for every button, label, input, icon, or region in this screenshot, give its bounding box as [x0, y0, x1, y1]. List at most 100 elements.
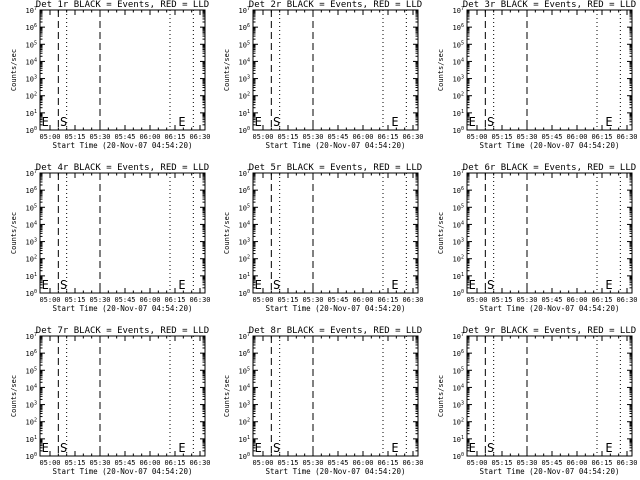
panel-title: Det 4r BLACK = Events, RED = LLD — [36, 163, 209, 173]
x-tick-label: 05:45 — [114, 133, 135, 141]
y-axis-label: Counts/sec — [437, 49, 445, 91]
time-marker-E: E — [255, 278, 262, 292]
x-tick-label: 05:15 — [491, 459, 512, 467]
x-tick-label: 05:30 — [302, 133, 323, 141]
time-marker-E: E — [178, 441, 185, 455]
detector-panel-7: Det 7r BLACK = Events, RED = LLD 100 101 10… — [10, 326, 211, 476]
x-axis-label: Start Time (20-Nov-07 04:54:20) — [53, 141, 193, 150]
time-marker-E: E — [255, 115, 262, 129]
y-tick-label: 104 — [26, 57, 37, 66]
time-marker-E: E — [255, 441, 262, 455]
x-tick-label: 05:00 — [466, 459, 487, 467]
x-tick-label: 05:45 — [541, 459, 562, 467]
time-marker-E: E — [469, 115, 476, 129]
y-tick-label: 106 — [26, 349, 37, 358]
time-marker-E: E — [391, 115, 398, 129]
y-tick-label: 105 — [239, 40, 250, 49]
x-tick-label: 06:15 — [164, 133, 185, 141]
y-tick-label: 101 — [239, 435, 250, 444]
y-tick-label: 103 — [26, 75, 37, 84]
time-marker-E: E — [469, 441, 476, 455]
y-tick-label: 106 — [26, 23, 37, 32]
detector-panel-5: Det 5r BLACK = Events, RED = LLD 100 101 10… — [223, 163, 424, 313]
x-tick-label: 06:15 — [377, 459, 398, 467]
x-axis-label: Start Time (20-Nov-07 04:54:20) — [53, 304, 193, 313]
y-tick-label: 105 — [26, 40, 37, 49]
y-tick-label: 101 — [26, 272, 37, 281]
x-tick-label: 05:15 — [277, 133, 298, 141]
x-tick-label: 05:45 — [541, 133, 562, 141]
x-tick-label: 06:15 — [591, 296, 612, 304]
x-axis-label: Start Time (20-Nov-07 04:54:20) — [266, 304, 406, 313]
y-tick-label: 101 — [453, 109, 464, 118]
y-axis-label: Counts/sec — [10, 49, 18, 91]
time-marker-S: S — [487, 278, 494, 292]
y-tick-label: 101 — [453, 435, 464, 444]
y-tick-label: 100 — [239, 452, 250, 461]
x-tick-label: 05:45 — [327, 133, 348, 141]
y-tick-label: 104 — [239, 383, 250, 392]
detector-panel-8: Det 8r BLACK = Events, RED = LLD 100 101 10… — [223, 326, 424, 476]
time-marker-E: E — [42, 278, 49, 292]
y-axis-label: Counts/sec — [10, 375, 18, 417]
time-marker-E: E — [42, 115, 49, 129]
plot-frame — [466, 335, 633, 457]
y-axis-label: Counts/sec — [223, 212, 231, 254]
x-tick-label: 06:15 — [377, 133, 398, 141]
y-tick-label: 107 — [239, 332, 250, 341]
x-tick-label: 06:30 — [189, 296, 210, 304]
x-tick-label: 06:30 — [189, 133, 210, 141]
panel-title: Det 7r BLACK = Events, RED = LLD — [36, 326, 209, 336]
x-tick-label: 06:00 — [352, 296, 373, 304]
x-tick-label: 05:30 — [302, 296, 323, 304]
y-tick-label: 105 — [239, 366, 250, 375]
y-axis-label: Counts/sec — [10, 212, 18, 254]
x-tick-label: 06:00 — [139, 459, 160, 467]
y-tick-label: 102 — [26, 418, 37, 427]
plot-frame — [252, 9, 419, 131]
panel-title: Det 9r BLACK = Events, RED = LLD — [463, 326, 636, 336]
x-axis-label: Start Time (20-Nov-07 04:54:20) — [266, 141, 406, 150]
y-tick-label: 107 — [26, 6, 37, 15]
y-tick-label: 104 — [239, 220, 250, 229]
plot-frame — [466, 9, 633, 131]
x-axis-label: Start Time (20-Nov-07 04:54:20) — [266, 467, 406, 476]
time-marker-E: E — [178, 278, 185, 292]
x-tick-label: 05:30 — [89, 296, 110, 304]
y-tick-label: 100 — [26, 126, 37, 135]
x-tick-label: 06:15 — [164, 296, 185, 304]
x-tick-label: 05:00 — [39, 296, 60, 304]
x-tick-label: 06:15 — [377, 296, 398, 304]
x-tick-label: 06:15 — [591, 459, 612, 467]
y-axis-label: Counts/sec — [437, 212, 445, 254]
plot-frame — [39, 335, 206, 457]
time-marker-S: S — [60, 441, 67, 455]
plot-frame — [252, 335, 419, 457]
x-tick-label: 05:45 — [114, 459, 135, 467]
y-tick-label: 107 — [453, 169, 464, 178]
time-marker-E: E — [605, 278, 612, 292]
x-tick-label: 05:15 — [64, 296, 85, 304]
x-tick-label: 06:00 — [566, 296, 587, 304]
detector-panel-6: Det 6r BLACK = Events, RED = LLD 100 101 10… — [437, 163, 638, 313]
time-marker-E: E — [391, 441, 398, 455]
detector-panel-3: Det 3r BLACK = Events, RED = LLD 100 101 10… — [437, 0, 638, 150]
time-marker-S: S — [273, 441, 280, 455]
panel-title: Det 1r BLACK = Events, RED = LLD — [36, 0, 209, 10]
y-tick-label: 101 — [453, 272, 464, 281]
x-tick-label: 05:00 — [39, 459, 60, 467]
x-tick-label: 05:00 — [39, 133, 60, 141]
x-tick-label: 06:30 — [189, 459, 210, 467]
y-tick-label: 106 — [26, 186, 37, 195]
detector-panel-1: Det 1r BLACK = Events, RED = LLD 100 101 10… — [10, 0, 211, 150]
y-tick-label: 105 — [453, 366, 464, 375]
y-tick-label: 102 — [239, 418, 250, 427]
y-tick-label: 103 — [453, 75, 464, 84]
y-tick-label: 104 — [239, 57, 250, 66]
x-tick-label: 05:30 — [89, 459, 110, 467]
x-tick-label: 05:00 — [466, 296, 487, 304]
y-tick-label: 107 — [239, 169, 250, 178]
x-tick-label: 06:00 — [139, 133, 160, 141]
y-tick-label: 107 — [453, 332, 464, 341]
